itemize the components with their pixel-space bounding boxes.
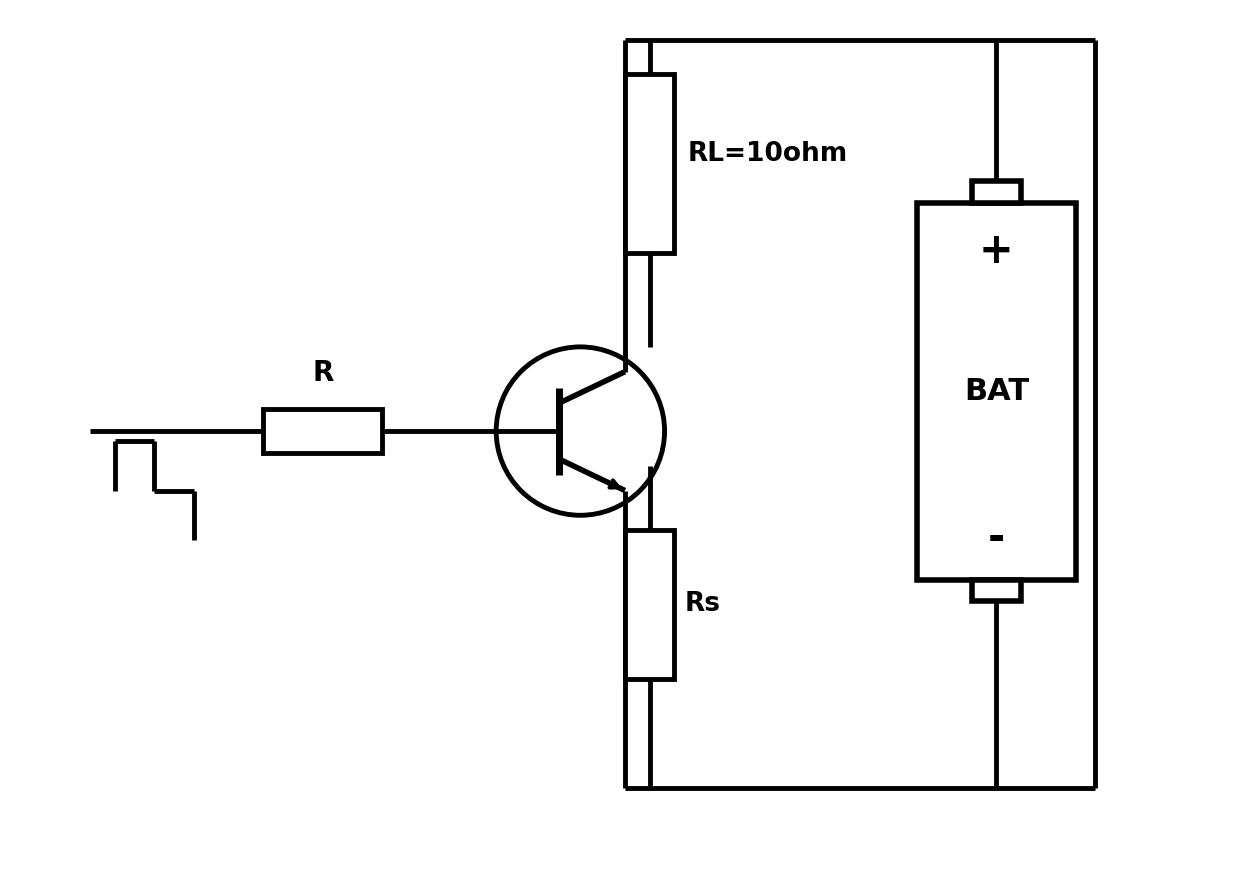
Bar [972, 580, 1022, 602]
Bar [263, 409, 382, 454]
Bar [972, 181, 1022, 204]
Bar [918, 204, 1075, 580]
Text: Rs: Rs [684, 591, 720, 618]
Text: RL=10ohm: RL=10ohm [687, 141, 848, 167]
Bar [625, 75, 675, 253]
Text: BAT: BAT [963, 377, 1029, 406]
Text: +: + [980, 230, 1014, 272]
Text: -: - [988, 517, 1006, 559]
Text: R: R [312, 359, 334, 387]
Bar [625, 530, 675, 678]
